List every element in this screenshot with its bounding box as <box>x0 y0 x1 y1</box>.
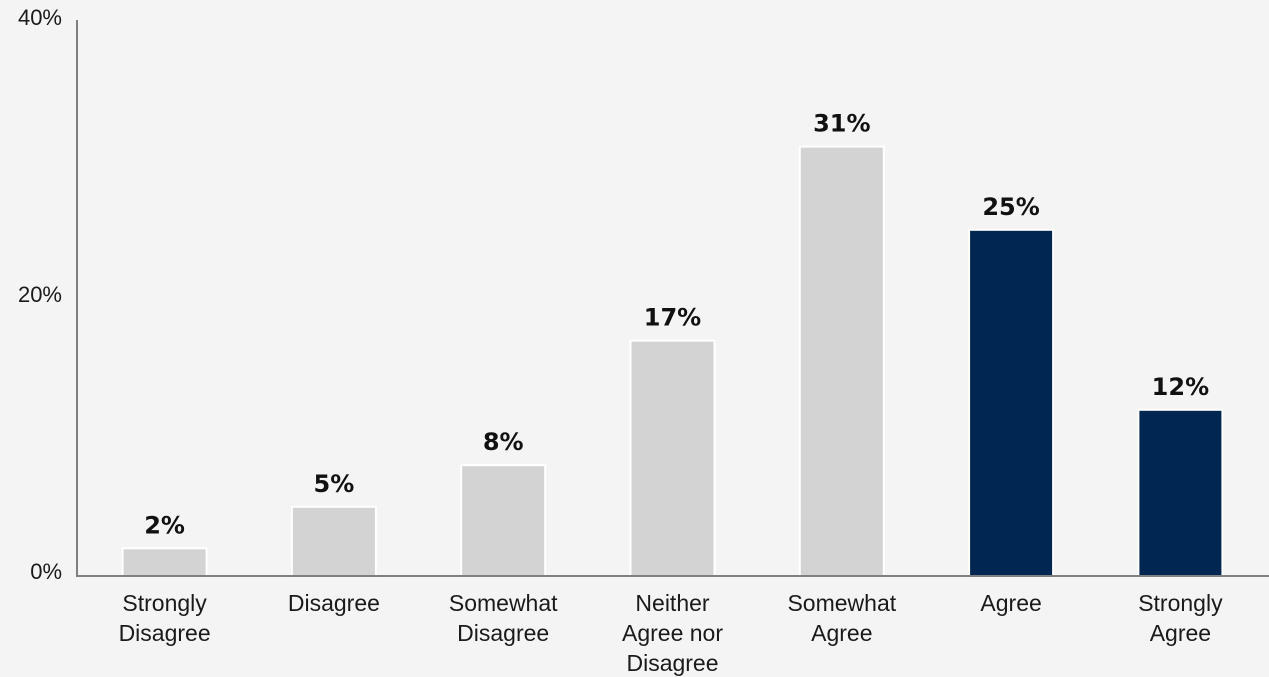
bar-6 <box>1137 408 1224 577</box>
category-label-1: Disagree <box>288 590 380 616</box>
data-labels-group: 2% 5% 8% 17% 31% 25% 12% <box>144 110 1209 540</box>
category-label-6: Strongly Agree <box>1138 590 1223 646</box>
category-label-line: Agree <box>811 620 872 646</box>
category-label-line: Disagree <box>119 620 211 646</box>
data-label-3: 17% <box>644 304 701 332</box>
category-label-4: Somewhat Agree <box>787 590 896 646</box>
axes-group: Strongly Disagree Disagree Somewhat Disagree… <box>18 5 1269 676</box>
data-label-5: 25% <box>982 193 1039 221</box>
category-label-line: Disagree <box>288 590 380 616</box>
bar-2 <box>460 464 547 578</box>
y-tick-label-0: 0% <box>30 559 62 584</box>
y-tick-label-1: 20% <box>18 282 62 307</box>
category-label-line: Disagree <box>626 650 718 676</box>
category-label-line: Agree nor <box>622 620 723 646</box>
data-label-1: 5% <box>314 470 355 498</box>
data-label-6: 12% <box>1152 373 1209 401</box>
bar-5 <box>968 228 1055 578</box>
category-label-line: Neither <box>635 590 709 616</box>
category-label-line: Somewhat <box>787 590 896 616</box>
bars-group <box>121 145 1224 578</box>
bar-1 <box>290 505 377 578</box>
data-label-4: 31% <box>813 110 870 138</box>
bar-4 <box>798 145 885 577</box>
category-label-0: Strongly Disagree <box>119 590 211 646</box>
data-label-0: 2% <box>144 511 185 539</box>
category-label-5: Agree <box>980 590 1041 616</box>
y-tick-label-2: 40% <box>18 5 62 30</box>
category-label-line: Strongly <box>1138 590 1223 616</box>
bar-3 <box>629 339 716 577</box>
data-label-2: 8% <box>483 428 524 456</box>
category-label-line: Disagree <box>457 620 549 646</box>
category-label-line: Agree <box>1150 620 1211 646</box>
category-label-line: Agree <box>980 590 1041 616</box>
category-label-line: Somewhat <box>449 590 558 616</box>
category-label-2: Somewhat Disagree <box>449 590 558 646</box>
category-label-line: Strongly <box>122 590 207 616</box>
bar-0 <box>121 547 208 577</box>
category-label-3: Neither Agree nor Disagree <box>622 590 723 676</box>
